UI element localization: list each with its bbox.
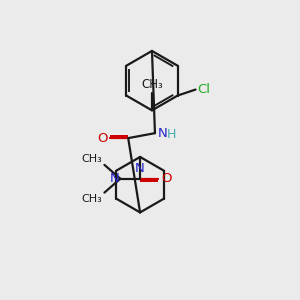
Text: O: O <box>161 172 171 185</box>
Text: CH₃: CH₃ <box>141 78 163 91</box>
Text: Cl: Cl <box>197 83 211 96</box>
Text: N: N <box>158 127 168 140</box>
Text: N: N <box>135 162 145 175</box>
Text: CH₃: CH₃ <box>82 154 102 164</box>
Text: CH₃: CH₃ <box>82 194 102 204</box>
Text: O: O <box>97 132 107 145</box>
Text: N: N <box>110 172 119 185</box>
Text: H: H <box>167 128 176 141</box>
